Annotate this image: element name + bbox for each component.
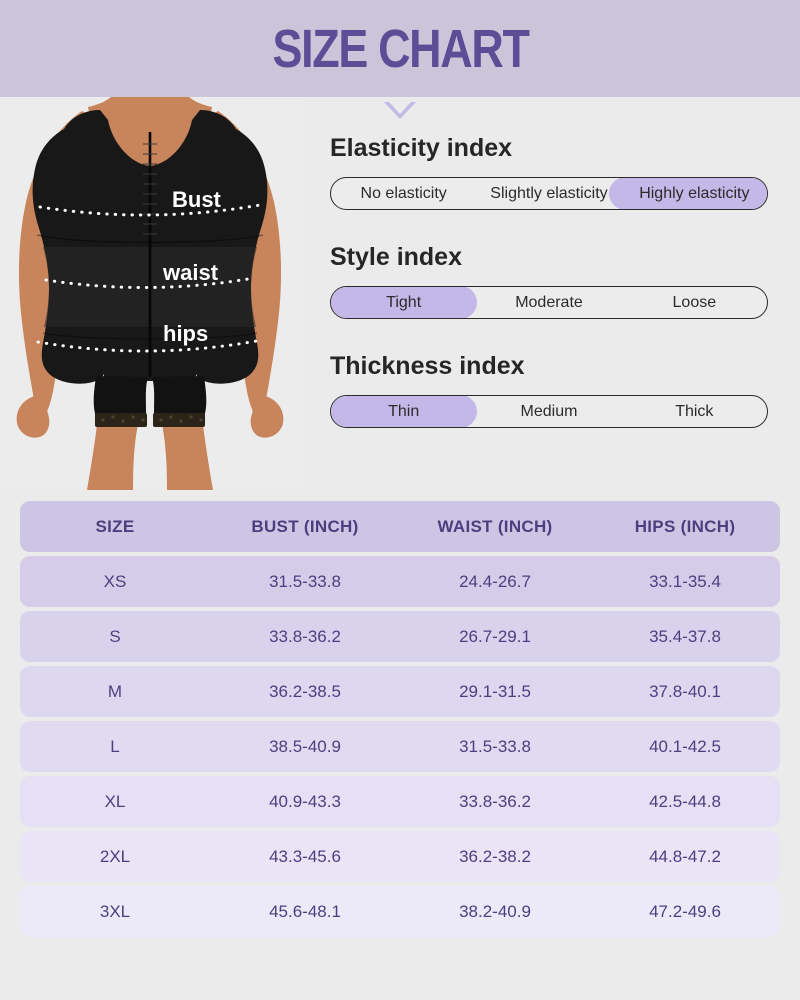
svg-text:hips: hips [163, 321, 208, 346]
svg-text:waist: waist [162, 260, 219, 285]
svg-text:Bust: Bust [172, 187, 222, 212]
